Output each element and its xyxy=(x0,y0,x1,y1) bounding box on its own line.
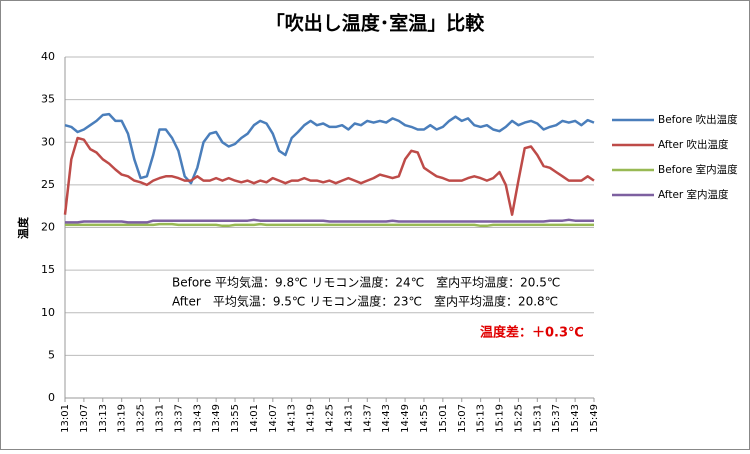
x-tick-label: 15:07 xyxy=(457,404,468,433)
x-tick-label: 14:43 xyxy=(381,404,392,433)
y-tick-label: 40 xyxy=(41,50,55,63)
annotation: 温度差：＋0.3℃ xyxy=(480,325,584,341)
x-tick-label: 14:01 xyxy=(249,404,260,433)
annotation: After 平均気温：9.5℃ リモコン温度：23℃ 室内平均温度：20.8℃ xyxy=(172,294,558,309)
x-tick-label: 14:37 xyxy=(362,404,373,433)
x-tick-label: 14:25 xyxy=(325,404,336,433)
x-tick-label: 13:13 xyxy=(98,404,109,433)
y-tick-label: 30 xyxy=(41,135,55,148)
x-tick-label: 13:07 xyxy=(79,404,90,433)
x-tick-label: 15:43 xyxy=(570,404,581,433)
x-tick-label: 13:55 xyxy=(230,404,241,433)
x-tick-label: 15:01 xyxy=(438,404,449,433)
chart-title: 「吹出し温度･室温」比較 xyxy=(266,12,486,35)
x-tick-label: 14:55 xyxy=(419,404,430,433)
legend-label: After 室内温度 xyxy=(658,188,729,201)
line-series xyxy=(63,136,595,216)
y-tick-label: 15 xyxy=(41,263,55,276)
legend-label: Before 室内温度 xyxy=(658,163,738,176)
x-tick-label: 14:13 xyxy=(287,404,298,433)
annotation: Before 平均気温：9.8℃ リモコン温度：24℃ 室内平均温度：20.5℃ xyxy=(172,275,560,290)
y-axis-label: 温度 xyxy=(16,216,30,239)
x-tick-label: 15:13 xyxy=(476,404,487,433)
y-tick-label: 35 xyxy=(41,93,55,106)
x-tick-label: 13:43 xyxy=(192,404,203,433)
x-tick-label: 15:25 xyxy=(513,404,524,433)
x-tick-label: 14:07 xyxy=(268,404,279,433)
x-tick-label: 13:25 xyxy=(136,404,147,433)
y-tick-label: 10 xyxy=(41,306,55,319)
legend-label: Before 吹出温度 xyxy=(658,113,738,126)
y-tick-label: 5 xyxy=(48,348,55,361)
x-tick-label: 13:31 xyxy=(154,404,165,433)
line-series xyxy=(64,112,595,185)
line-series xyxy=(65,222,594,228)
x-tick-label: 13:01 xyxy=(60,404,71,433)
x-tick-label: 13:37 xyxy=(173,404,184,433)
x-tick-label: 15:19 xyxy=(495,404,506,433)
x-tick-label: 15:31 xyxy=(532,404,543,433)
x-tick-label: 13:19 xyxy=(117,404,128,433)
line-series xyxy=(65,218,594,224)
x-tick-label: 14:49 xyxy=(400,404,411,433)
x-tick-label: 13:49 xyxy=(211,404,222,433)
y-tick-label: 25 xyxy=(41,178,55,191)
x-tick-label: 15:49 xyxy=(589,404,600,433)
x-tick-label: 14:19 xyxy=(306,404,317,433)
y-tick-label: 0 xyxy=(48,391,55,404)
legend-label: After 吹出温度 xyxy=(658,138,729,151)
x-tick-label: 14:31 xyxy=(343,404,354,433)
x-tick-label: 15:37 xyxy=(551,404,562,433)
y-tick-label: 20 xyxy=(41,221,55,234)
